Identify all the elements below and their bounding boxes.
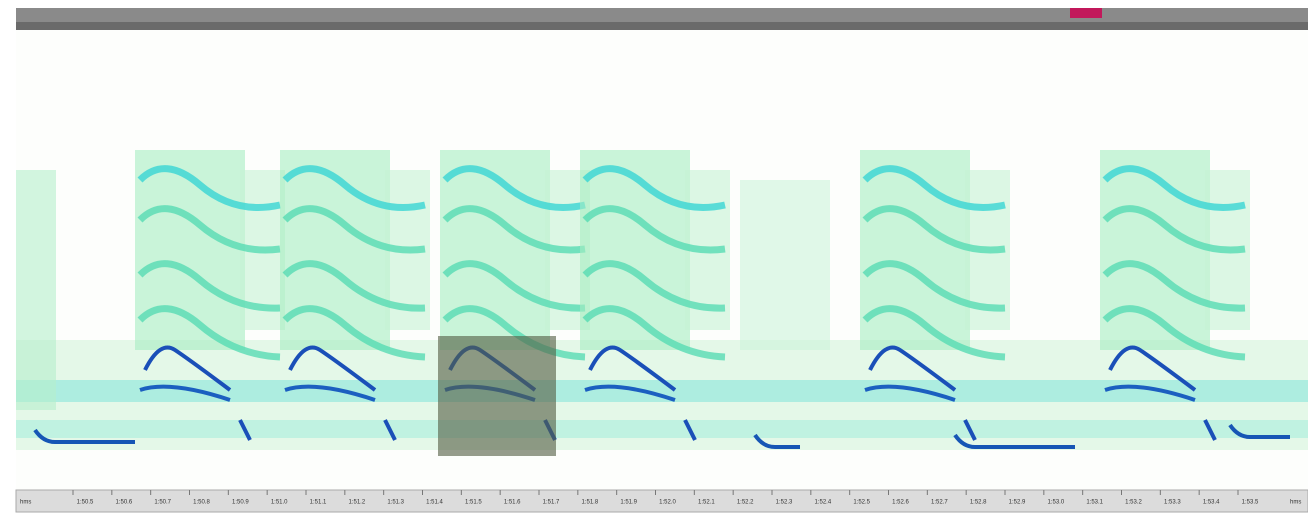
harmonic [137, 260, 281, 312]
ruler-label: 1:52.5 [853, 500, 870, 506]
ruler-label: 1:51.2 [348, 500, 365, 506]
fundamental [288, 345, 377, 392]
harmonic [442, 260, 586, 312]
ruler-label: 1:53.1 [1086, 500, 1103, 506]
ruler-label: 1:51.6 [504, 500, 521, 506]
ruler-label: 1:51.9 [620, 500, 637, 506]
harmonic [137, 305, 281, 361]
fundamental [1108, 345, 1197, 392]
click [383, 419, 397, 441]
low-tone [753, 433, 800, 449]
harmonic [282, 260, 426, 312]
ruler-label: 1:50.6 [115, 500, 132, 506]
ruler-label: 1:51.4 [426, 500, 443, 506]
ruler-label: 1:52.6 [892, 500, 909, 506]
ruler-label: 1:52.1 [698, 500, 715, 506]
harmonic [1102, 305, 1246, 361]
ruler-unit: hms [20, 500, 31, 506]
ruler-label: 1:53.0 [1047, 500, 1064, 506]
harmonic [582, 165, 726, 211]
low-tone [1228, 423, 1290, 439]
time-ruler [15, 489, 1308, 513]
top-bar-shadow [16, 22, 1308, 30]
harmonic [582, 205, 726, 254]
ruler-unit: hms [1290, 500, 1301, 506]
ruler-label: 1:52.4 [814, 500, 831, 506]
noise-band [16, 420, 1308, 438]
ruler-label: 1:53.3 [1164, 500, 1181, 506]
ruler-label: 1:51.5 [465, 500, 482, 506]
ruler-label: 1:51.0 [271, 500, 288, 506]
playhead-marker[interactable] [1070, 8, 1102, 18]
click [963, 419, 977, 441]
ruler-label: 1:53.4 [1203, 500, 1220, 506]
harmonic [582, 260, 726, 312]
syllable-body [16, 170, 56, 410]
harmonic [137, 205, 281, 254]
harmonic [1102, 165, 1246, 211]
ruler-label: 1:52.8 [970, 500, 987, 506]
click [1203, 419, 1217, 441]
ruler-label: 1:53.5 [1242, 500, 1259, 506]
harmonic [442, 205, 586, 254]
harmonic [137, 165, 281, 211]
harmonic [282, 165, 426, 211]
harmonic [282, 305, 426, 361]
ruler-labels: hms hms 1:50.5 1:50.6 1:50.7 1:50.8 1:50.9 1:… [20, 490, 1301, 506]
fundamental [588, 345, 677, 392]
ruler-label: 1:50.8 [193, 500, 210, 506]
ruler-label: 1:50.7 [154, 500, 171, 506]
click [238, 419, 252, 441]
fundamental [284, 384, 376, 402]
ruler-label: 1:52.3 [776, 500, 793, 506]
syllable-body [740, 180, 830, 350]
fundamental [868, 345, 957, 392]
ruler-label: 1:51.8 [581, 500, 598, 506]
noise-band [16, 380, 1308, 402]
ruler-label: 1:52.9 [1009, 500, 1026, 506]
ruler-label: 1:50.9 [232, 500, 249, 506]
fundamental [864, 384, 956, 402]
harmonic [582, 305, 726, 361]
ruler-label: 1:51.1 [310, 500, 327, 506]
ruler-label: 1:50.5 [77, 500, 94, 506]
harmonic [1102, 260, 1246, 312]
ruler-label: 1:52.7 [931, 500, 948, 506]
ruler-label: 1:53.2 [1125, 500, 1142, 506]
fundamental [139, 384, 231, 402]
harmonic [862, 260, 1006, 312]
top-bar [16, 8, 1308, 22]
spectrogram [16, 150, 1308, 450]
harmonic [1102, 205, 1246, 254]
harmonic [862, 165, 1006, 211]
selection-box[interactable] [438, 336, 556, 456]
ruler-label: 1:52.2 [737, 500, 754, 506]
fundamental [143, 345, 232, 392]
harmonic [282, 205, 426, 254]
ruler-label: 1:52.0 [659, 500, 676, 506]
fundamental [584, 384, 676, 402]
low-tone [33, 428, 135, 444]
fundamental [1104, 384, 1196, 402]
click [683, 419, 697, 441]
ruler-label: 1:51.3 [387, 500, 404, 506]
ruler-label: 1:51.7 [543, 500, 560, 506]
harmonic [862, 305, 1006, 361]
harmonic [442, 165, 586, 211]
harmonic [862, 205, 1006, 254]
low-tone [953, 433, 1075, 449]
harmonic [442, 305, 586, 361]
